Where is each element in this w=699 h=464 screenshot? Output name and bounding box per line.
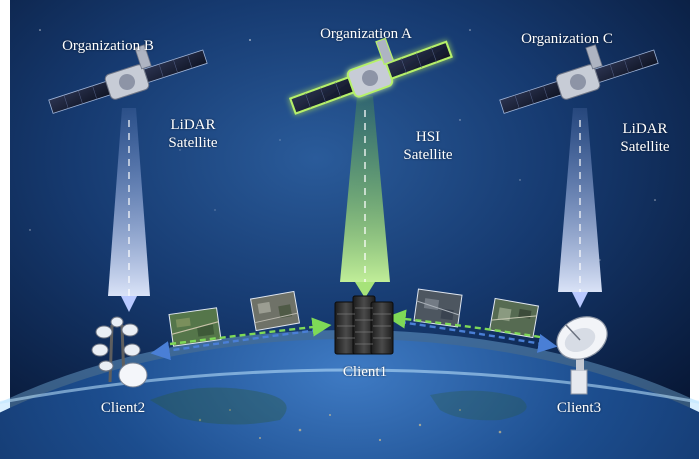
beam-arrow-b [121, 296, 137, 312]
satellite-a-type: HSI [415, 129, 441, 145]
remote-sensing-image-tiles [168, 288, 540, 347]
satellite-b-caption: LiDAR Satellite [158, 116, 228, 152]
organization-c-label: Organization C [521, 31, 613, 47]
satellite-c-type: LiDAR [622, 121, 668, 137]
arrow-client1-to-client2 [150, 328, 319, 361]
satellite-organization-a [288, 37, 453, 115]
satellite-b-word: Satellite [168, 135, 218, 151]
satellite-b-type: LiDAR [170, 117, 216, 133]
image-tile-3 [413, 288, 463, 328]
satellite-organization-c [499, 44, 659, 114]
organization-a-label: Organization A [320, 26, 412, 42]
organization-b-label: Organization B [62, 38, 154, 54]
federated-exchange-arrows [150, 309, 558, 361]
satellite-c-caption: LiDAR Satellite [610, 120, 680, 156]
satellite-a-word: Satellite [403, 147, 453, 163]
client3-label: Client3 [556, 400, 602, 416]
downlink-beams [108, 96, 602, 312]
client2-antenna-icon [91, 316, 148, 388]
image-tile-4 [488, 297, 540, 339]
arrow-client3-to-client1 [386, 309, 541, 339]
client3-dish-icon [556, 316, 608, 395]
satellite-organization-b [48, 44, 208, 114]
client2-label: Client2 [100, 400, 146, 416]
satellite-a-caption: HSI Satellite [393, 128, 463, 164]
client1-label: Client1 [342, 364, 388, 380]
earth [0, 330, 699, 464]
image-tile-1 [168, 307, 222, 347]
arrow-client2-to-client1 [169, 317, 332, 346]
beam-arrow-a [355, 282, 375, 298]
beam-arrow-c [572, 292, 588, 308]
satellite-c-word: Satellite [620, 139, 670, 155]
image-tile-2 [249, 290, 301, 332]
client1-server-icon [334, 295, 394, 355]
arrow-client1-to-client3 [399, 320, 558, 353]
